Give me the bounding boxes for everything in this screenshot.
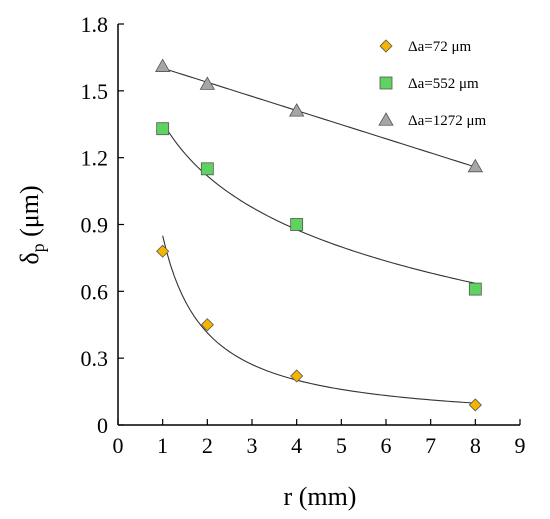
data-point bbox=[468, 398, 482, 412]
x-tick-label: 5 bbox=[336, 433, 347, 458]
legend-marker bbox=[378, 112, 394, 126]
x-tick-label: 7 bbox=[425, 433, 436, 458]
y-tick-label: 1.2 bbox=[81, 146, 109, 171]
y-axis-title-main: δ bbox=[15, 252, 44, 264]
x-tick-label: 6 bbox=[381, 433, 392, 458]
tick-labels: 0 1 2 3 4 5 6 7 8 9 0 0.3 0.6 0.9 1.2 1.5 1.8 bbox=[81, 12, 526, 458]
legend-marker bbox=[379, 76, 393, 90]
y-tick-label: 0.6 bbox=[81, 279, 109, 304]
axes bbox=[117, 23, 521, 426]
y-tick-label: 1.5 bbox=[81, 79, 109, 104]
x-tick-label: 4 bbox=[291, 433, 302, 458]
legend: Δa=72 μm Δa=552 μm Δa=1272 μm bbox=[378, 39, 487, 129]
legend-label: Δa=72 μm bbox=[408, 39, 472, 55]
trendlines bbox=[162, 67, 476, 404]
x-axis-title: r (mm) bbox=[284, 482, 357, 511]
x-tick-label: 9 bbox=[515, 433, 526, 458]
legend-marker bbox=[379, 39, 393, 53]
y-tick-label: 1.8 bbox=[81, 12, 109, 37]
data-point bbox=[290, 369, 304, 383]
data-point bbox=[290, 218, 304, 231]
trendline bbox=[162, 121, 476, 284]
y-tick-label: 0.3 bbox=[81, 346, 109, 371]
data-point bbox=[288, 103, 305, 117]
y-axis-title-sub: p bbox=[28, 243, 48, 252]
trendline bbox=[162, 235, 476, 404]
trendline bbox=[162, 67, 476, 168]
data-point bbox=[199, 76, 216, 90]
x-tick-label: 2 bbox=[202, 433, 213, 458]
data-point bbox=[156, 244, 170, 258]
x-tick-label: 8 bbox=[470, 433, 481, 458]
legend-label: Δa=1272 μm bbox=[408, 113, 487, 129]
data-point bbox=[154, 58, 171, 72]
data-markers bbox=[154, 58, 484, 412]
data-point bbox=[156, 122, 170, 136]
y-axis-title-rest: (μm) bbox=[15, 185, 44, 243]
y-tick-label: 0 bbox=[97, 413, 108, 438]
x-tick-label: 1 bbox=[157, 433, 168, 458]
data-point bbox=[467, 158, 484, 173]
data-point bbox=[468, 282, 482, 296]
data-point bbox=[200, 318, 214, 332]
x-tick-label: 3 bbox=[247, 433, 258, 458]
y-axis-title: δp (μm) bbox=[15, 185, 48, 264]
y-tick-label: 0.9 bbox=[81, 213, 109, 238]
legend-label: Δa=552 μm bbox=[408, 76, 479, 92]
x-tick-label: 0 bbox=[113, 433, 124, 458]
data-point bbox=[200, 162, 214, 176]
